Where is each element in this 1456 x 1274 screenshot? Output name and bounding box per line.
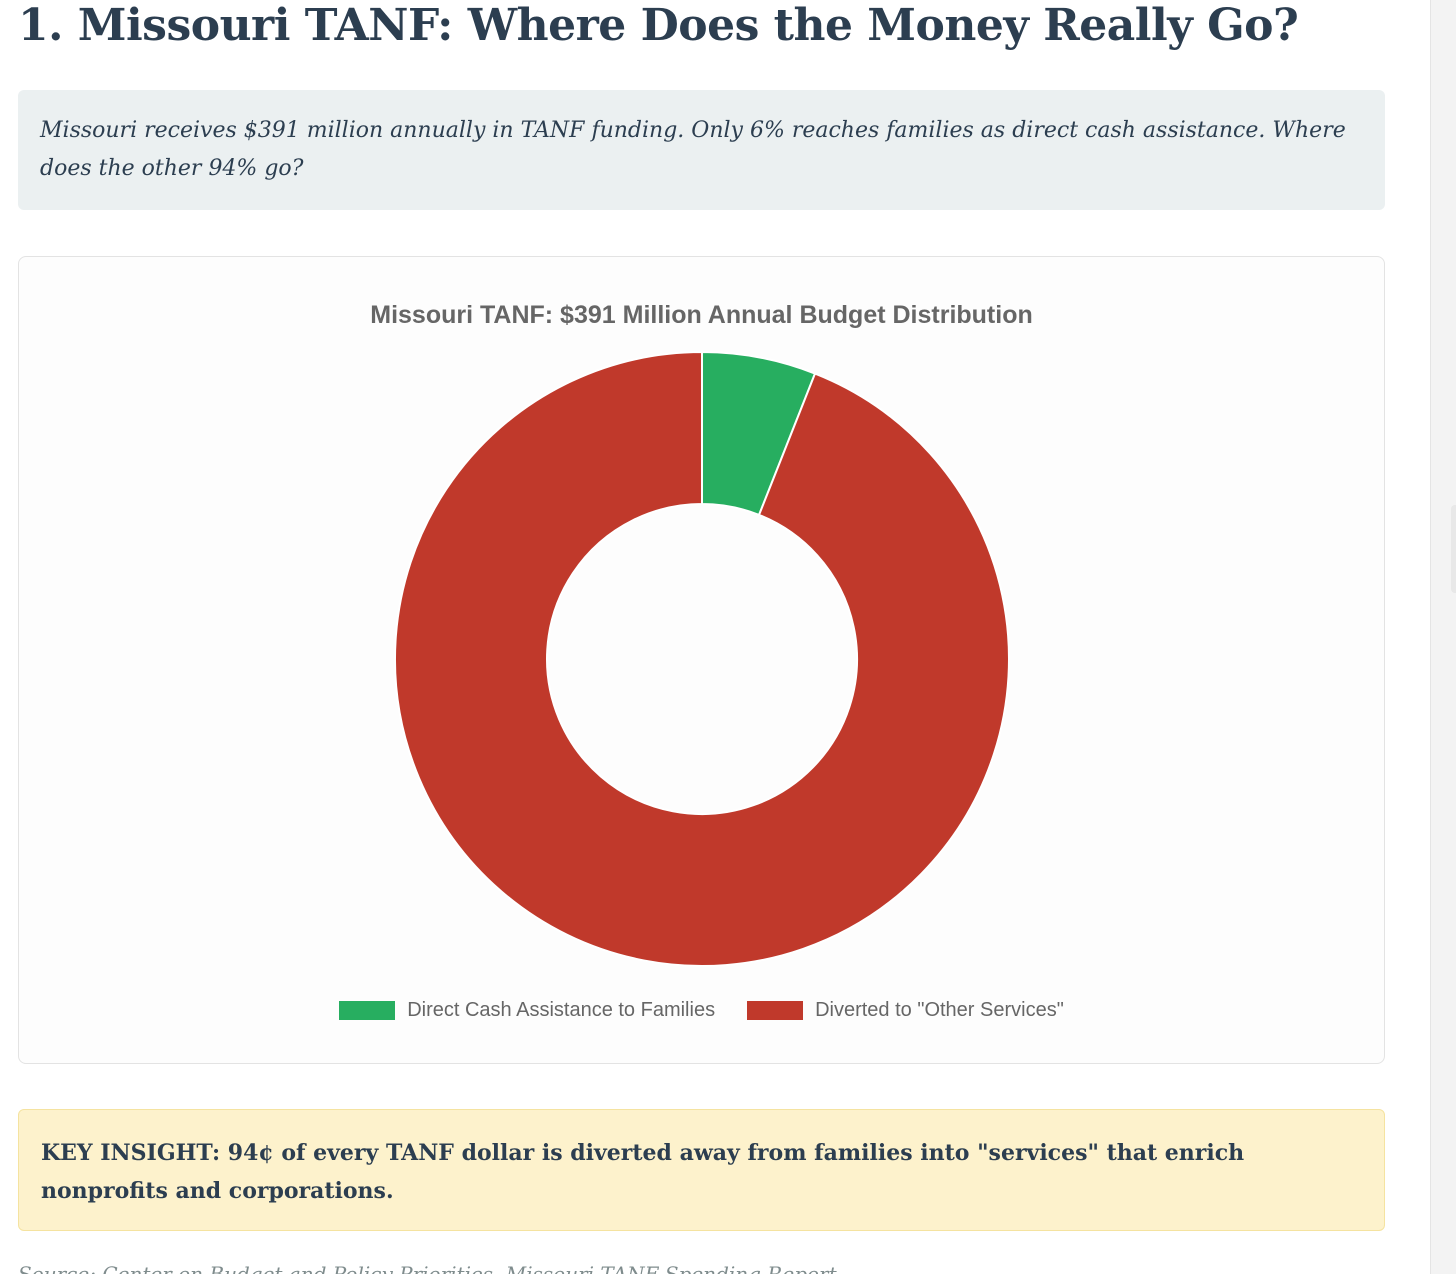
source-citation: Source: Center on Budget and Policy Prio… [18, 1262, 837, 1274]
page-title: 1. Missouri TANF: Where Does the Money R… [18, 0, 1299, 51]
right-gutter [1430, 0, 1456, 1274]
legend-item-diverted[interactable]: Diverted to "Other Services" [747, 999, 1064, 1022]
chart-legend: Direct Cash Assistance to Families Divert… [19, 995, 1384, 1025]
intro-text: Missouri receives $391 million annually … [40, 118, 1346, 181]
legend-swatch [339, 1000, 396, 1020]
donut-chart [394, 350, 1010, 967]
side-panel-handle[interactable] [1451, 505, 1456, 593]
legend-swatch [747, 1000, 804, 1020]
key-insight-text: KEY INSIGHT: 94¢ of every TANF dollar is… [41, 1140, 1245, 1204]
legend-label: Direct Cash Assistance to Families [407, 998, 716, 1021]
intro-callout: Missouri receives $391 million annually … [18, 90, 1385, 210]
legend-item-direct-cash[interactable]: Direct Cash Assistance to Families [339, 999, 715, 1022]
donut-slice-diverted[interactable] [394, 350, 1010, 967]
chart-title: Missouri TANF: $391 Million Annual Budge… [370, 301, 1033, 329]
legend-label: Diverted to "Other Services" [815, 998, 1064, 1021]
key-insight-callout: KEY INSIGHT: 94¢ of every TANF dollar is… [18, 1109, 1385, 1231]
chart-card: Missouri TANF: $391 Million Annual Budge… [18, 256, 1385, 1064]
